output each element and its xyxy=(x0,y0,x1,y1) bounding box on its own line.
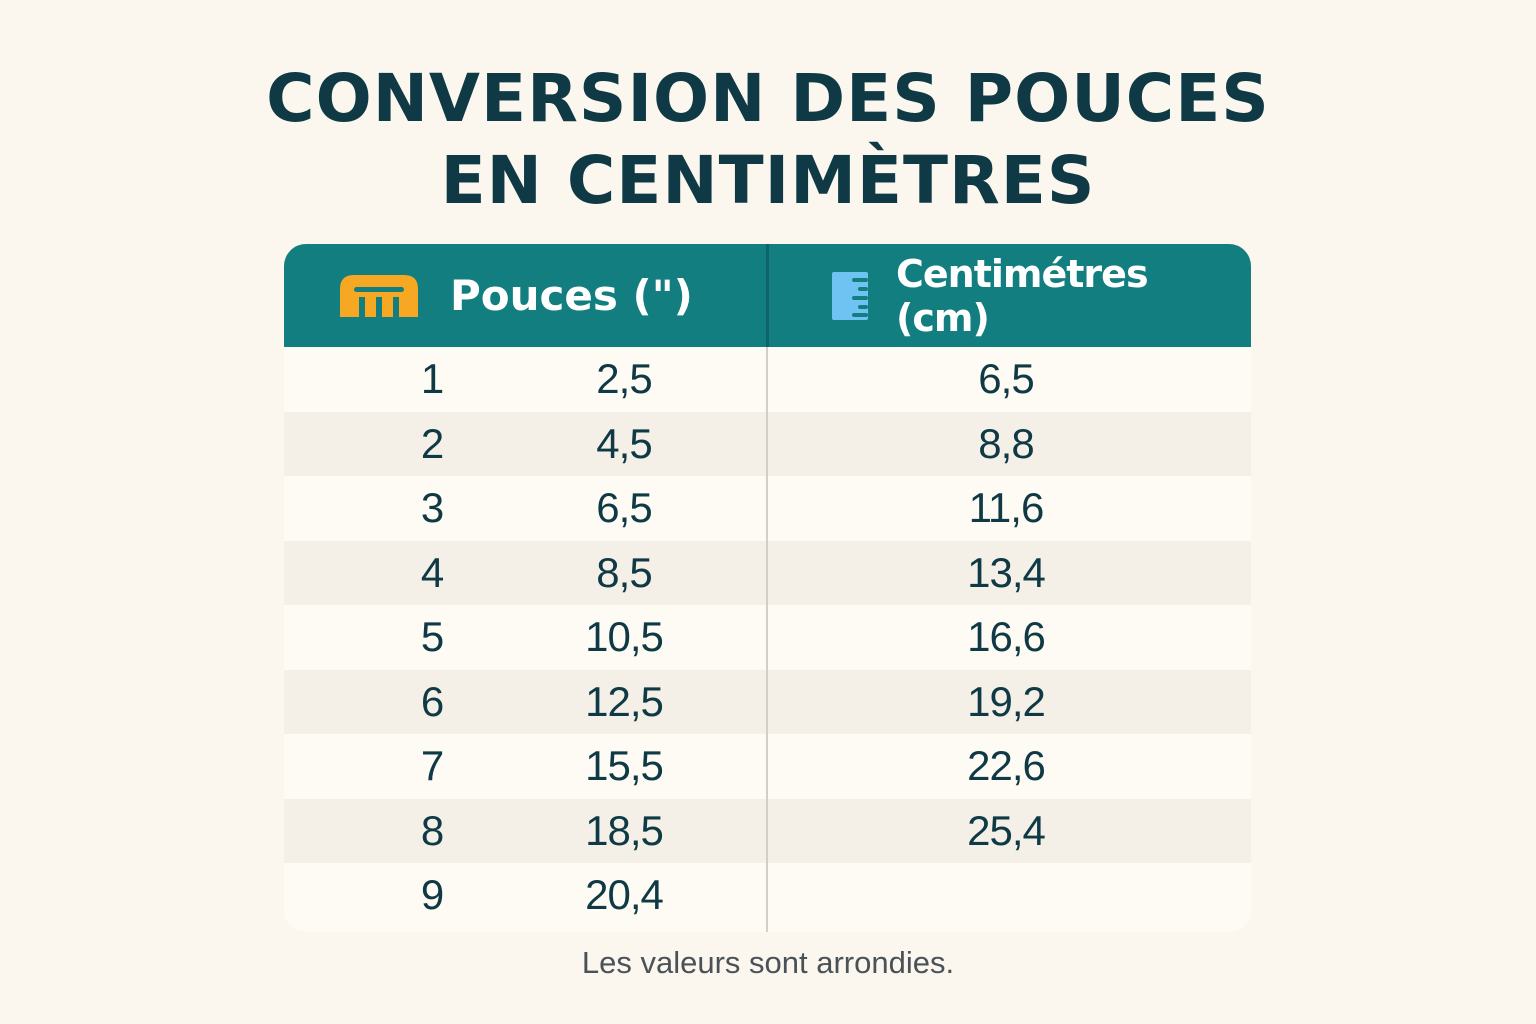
inches-value: 20,4 xyxy=(585,871,664,919)
table-header: Pouces (") Centimétres (cm) xyxy=(284,244,1251,347)
page-title: CONVERSION DES POUCES EN CENTIMÈTRES xyxy=(0,58,1536,222)
inches-value: 18,5 xyxy=(585,806,664,854)
row-index: 4 xyxy=(420,548,444,596)
header-cm-label: Centimétres (cm) xyxy=(896,251,1149,340)
cm-value: 13,4 xyxy=(967,548,1046,596)
header-inches: Pouces (") xyxy=(340,244,693,347)
row-index: 9 xyxy=(420,871,444,919)
column-divider xyxy=(766,347,768,932)
row-index: 8 xyxy=(420,806,444,854)
cm-value: 22,6 xyxy=(967,742,1046,790)
inches-value: 2,5 xyxy=(596,355,652,403)
title-line-1: CONVERSION DES POUCES xyxy=(266,60,1270,137)
conversion-table: Pouces (") Centimétres (cm) xyxy=(284,244,1251,932)
header-inches-label: Pouces (") xyxy=(450,271,693,320)
cm-value: 16,6 xyxy=(967,613,1046,661)
row-index: 7 xyxy=(420,742,444,790)
row-index: 6 xyxy=(420,677,444,725)
title-line-2: EN CENTIMÈTRES xyxy=(440,142,1096,219)
row-index: 5 xyxy=(420,613,444,661)
cm-value xyxy=(936,863,1076,928)
row-index: 2 xyxy=(420,419,444,467)
cm-value: 8,8 xyxy=(978,419,1034,467)
ruler-icon xyxy=(832,271,868,320)
cm-value: 19,2 xyxy=(967,677,1046,725)
inches-value: 8,5 xyxy=(596,548,652,596)
cm-value: 6,5 xyxy=(978,355,1034,403)
header-cm: Centimétres (cm) xyxy=(832,244,1251,347)
inches-value: 6,5 xyxy=(596,484,652,532)
inches-value: 4,5 xyxy=(596,419,652,467)
inches-value: 10,5 xyxy=(585,613,664,661)
footnote: Les valeurs sont arrondies. xyxy=(581,945,955,980)
cm-value: 11,6 xyxy=(968,484,1045,532)
row-index: 1 xyxy=(420,355,444,403)
inches-value: 15,5 xyxy=(585,742,664,790)
ruler-tape-icon xyxy=(340,274,418,317)
row-index: 3 xyxy=(420,484,444,532)
cm-value: 25,4 xyxy=(967,806,1046,854)
header-column-divider xyxy=(766,244,769,347)
inches-value: 12,5 xyxy=(585,677,664,725)
